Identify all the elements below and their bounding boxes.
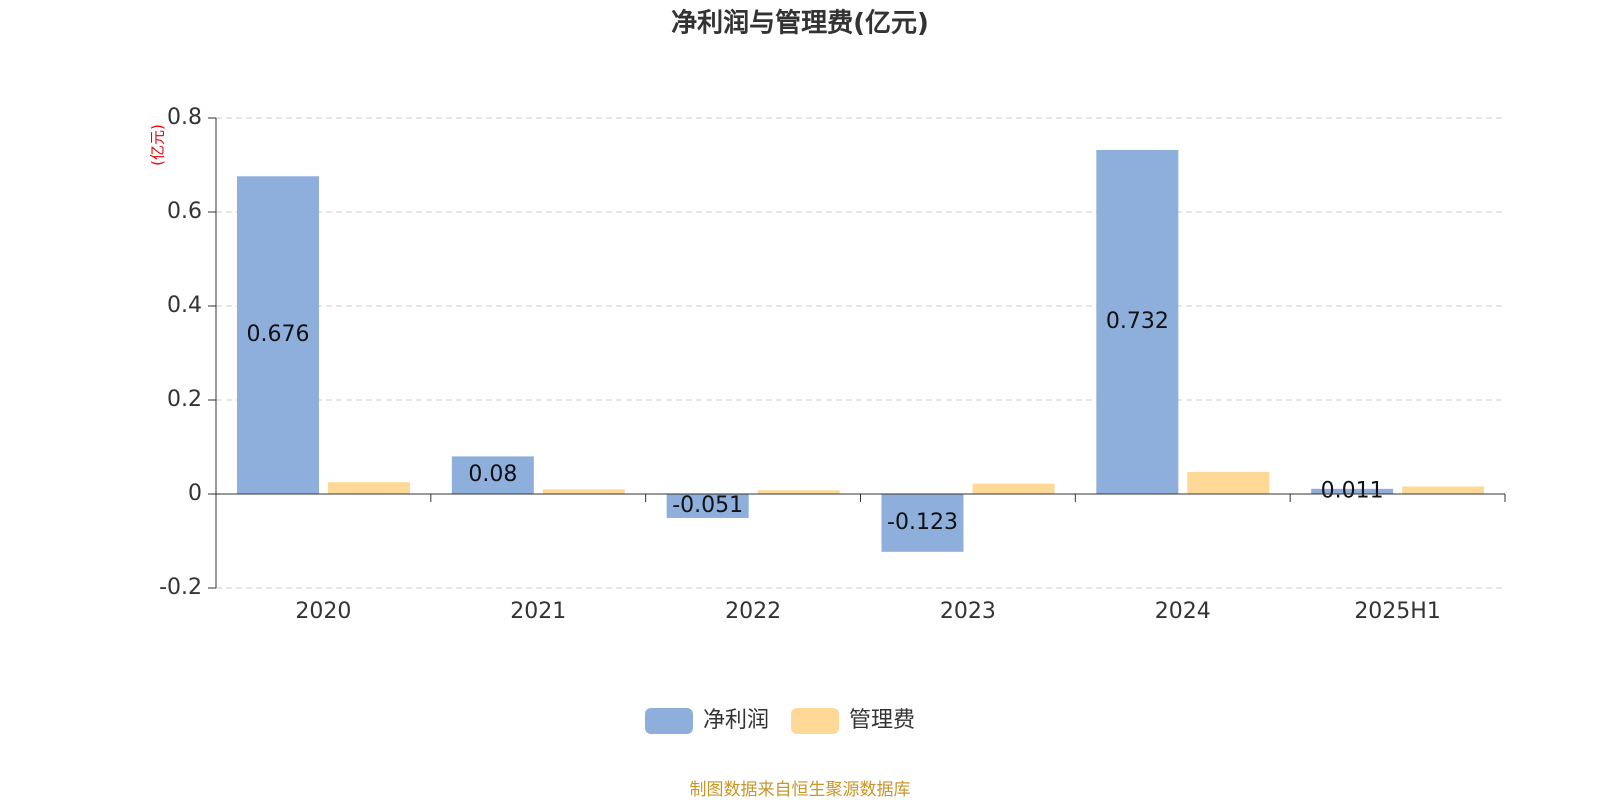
bar	[881, 494, 964, 552]
x-tick-label: 2022	[725, 599, 781, 624]
x-tick-label: 2020	[295, 599, 351, 624]
chart-title: 净利润与管理费(亿元)	[671, 8, 929, 39]
data-label: 0.732	[1106, 309, 1169, 334]
data-label: 0.011	[1321, 478, 1384, 503]
legend-label: 管理费	[849, 708, 915, 733]
bar	[542, 489, 625, 494]
legend-swatch	[791, 708, 840, 734]
x-tick-label: 2023	[940, 599, 996, 624]
y-tick-label: 0	[188, 481, 202, 506]
bar	[972, 483, 1055, 494]
bar	[1311, 488, 1394, 494]
bar	[666, 494, 749, 518]
source-note: 制图数据来自恒生聚源数据库	[690, 780, 911, 800]
bar	[757, 490, 840, 494]
x-tick-label: 2025H1	[1354, 599, 1441, 624]
data-label: 0.08	[468, 462, 517, 487]
y-axis-label: (亿元)	[149, 124, 167, 166]
x-tick-label: 2024	[1155, 599, 1211, 624]
bar	[237, 176, 319, 494]
y-tick-label: -0.2	[159, 575, 202, 600]
bar	[328, 482, 410, 494]
y-tick-label: 0.6	[167, 199, 202, 224]
bar	[1402, 486, 1485, 494]
data-label: 0.676	[247, 322, 310, 347]
y-tick-label: 0.8	[167, 105, 202, 130]
y-tick-label: 0.2	[167, 387, 202, 412]
legend-label: 净利润	[703, 708, 769, 733]
data-label: -0.051	[672, 493, 743, 518]
data-label: -0.123	[887, 510, 958, 535]
x-tick-label: 2021	[510, 599, 566, 624]
bar	[1187, 471, 1270, 494]
legend-swatch	[645, 708, 693, 734]
y-tick-label: 0.4	[167, 293, 202, 318]
bar	[451, 456, 534, 494]
bar	[1096, 149, 1179, 494]
